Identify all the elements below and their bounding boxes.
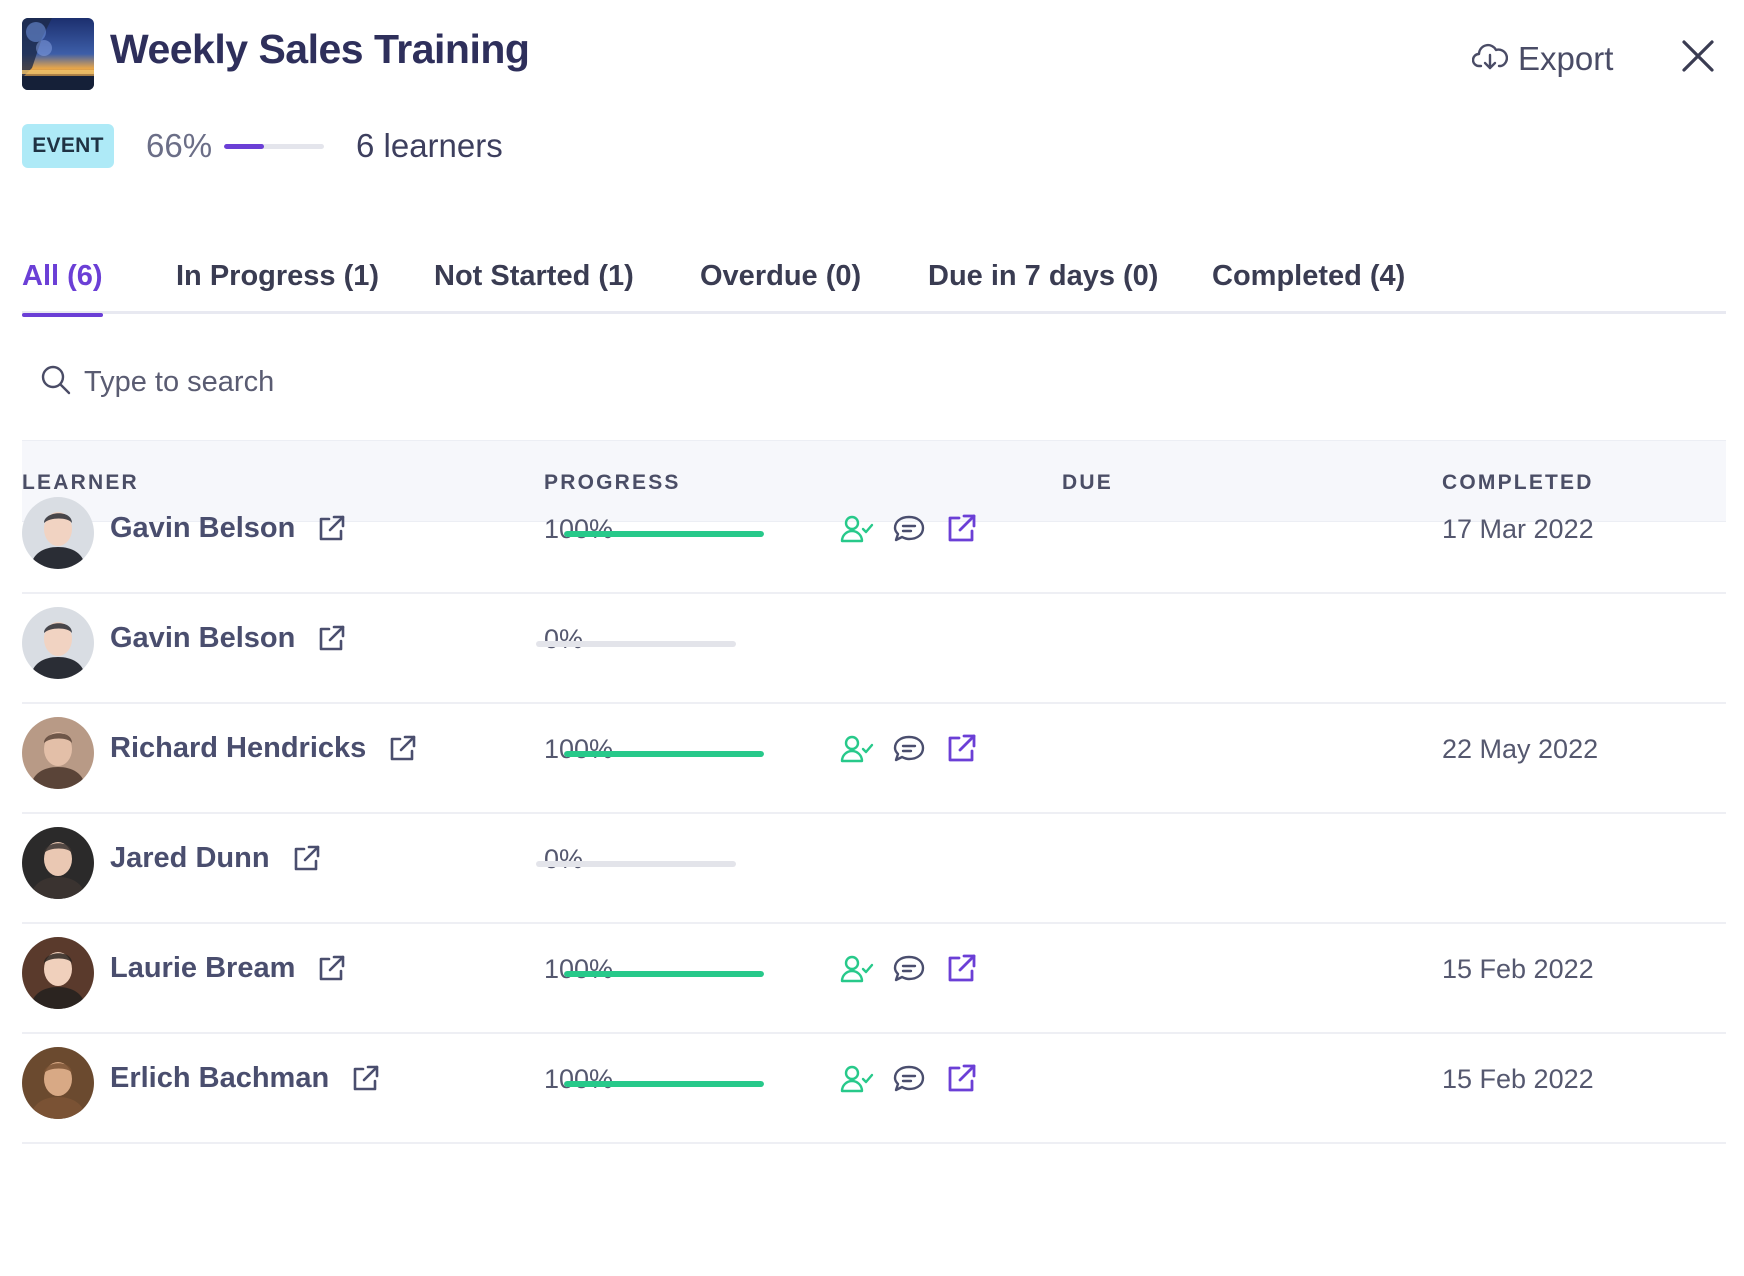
event-thumbnail xyxy=(22,18,94,90)
progress-bar xyxy=(536,861,736,867)
tab-completed[interactable]: Completed (4) xyxy=(1212,260,1406,292)
cloud-download-icon xyxy=(1471,42,1509,77)
external-link-icon[interactable] xyxy=(386,733,418,765)
learner-cell: Gavin Belson xyxy=(110,512,347,545)
learner-name[interactable]: Laurie Bream xyxy=(110,952,296,984)
table-row: Erlich Bachman 100% xyxy=(22,1022,1726,1144)
progress-fill xyxy=(564,971,764,977)
learner-cell: Jared Dunn xyxy=(110,842,322,875)
avatar xyxy=(22,937,94,1009)
learner-cell: Erlich Bachman xyxy=(110,1062,381,1095)
row-actions xyxy=(840,512,978,546)
table-row: Gavin Belson 100% xyxy=(22,472,1726,594)
mark-attended-icon[interactable] xyxy=(840,1062,874,1096)
mark-attended-icon[interactable] xyxy=(840,512,874,546)
avatar xyxy=(22,497,94,569)
row-actions xyxy=(840,952,978,986)
table-row: Jared Dunn 0% xyxy=(22,802,1726,924)
progress-percent: 100% xyxy=(544,734,614,764)
open-details-icon[interactable] xyxy=(944,732,978,766)
mark-attended-icon[interactable] xyxy=(840,732,874,766)
page-title: Weekly Sales Training xyxy=(110,26,530,72)
tab-overdue[interactable]: Overdue (0) xyxy=(700,260,862,292)
external-link-icon[interactable] xyxy=(349,1063,381,1095)
overall-progress-fill xyxy=(224,144,264,149)
progress-percent: 0% xyxy=(544,624,584,654)
row-actions xyxy=(840,732,978,766)
open-details-icon[interactable] xyxy=(944,952,978,986)
completed-date: 15 Feb 2022 xyxy=(1442,1064,1594,1094)
avatar xyxy=(22,717,94,789)
close-button[interactable] xyxy=(1678,36,1718,76)
tab-not-started[interactable]: Not Started (1) xyxy=(434,260,634,292)
avatar xyxy=(22,607,94,679)
learner-name[interactable]: Gavin Belson xyxy=(110,512,296,544)
table-header: LEARNER PROGRESS DUE COMPLETED xyxy=(22,440,1726,522)
column-header-due[interactable]: DUE xyxy=(1062,471,1113,494)
learner-cell: Richard Hendricks xyxy=(110,732,418,765)
external-link-icon[interactable] xyxy=(315,513,347,545)
event-meta: EVENT 66% 6 learners xyxy=(22,124,722,168)
completed-date: 22 May 2022 xyxy=(1442,734,1599,764)
event-type-badge: EVENT xyxy=(22,124,114,168)
progress-fill xyxy=(564,1081,764,1087)
overall-progress-bar xyxy=(224,144,324,149)
column-header-completed[interactable]: COMPLETED xyxy=(1442,471,1594,494)
external-link-icon[interactable] xyxy=(290,843,322,875)
progress-bar xyxy=(564,751,764,757)
search-input[interactable] xyxy=(84,366,604,399)
external-link-icon[interactable] xyxy=(315,953,347,985)
filter-tabs: All (6) In Progress (1) Not Started (1) … xyxy=(22,254,1726,317)
tab-all[interactable]: All (6) xyxy=(22,260,103,317)
table-row: Gavin Belson 0% xyxy=(22,582,1726,704)
learner-name[interactable]: Gavin Belson xyxy=(110,622,296,654)
table-row: Richard Hendricks 100% xyxy=(22,692,1726,814)
progress-bar xyxy=(564,971,764,977)
export-button[interactable]: Export xyxy=(1471,40,1614,78)
search-bar xyxy=(40,364,640,401)
learner-cell: Laurie Bream xyxy=(110,952,347,985)
learner-count: 6 learners xyxy=(356,127,503,164)
close-icon xyxy=(1682,40,1714,72)
avatar xyxy=(22,1047,94,1119)
comment-icon[interactable] xyxy=(892,512,926,546)
learner-name[interactable]: Erlich Bachman xyxy=(110,1062,330,1094)
completed-date: 17 Mar 2022 xyxy=(1442,514,1594,544)
header: Weekly Sales Training Export xyxy=(22,18,1722,94)
progress-bar xyxy=(564,1081,764,1087)
tab-due-in-7-days[interactable]: Due in 7 days (0) xyxy=(928,260,1159,292)
comment-icon[interactable] xyxy=(892,952,926,986)
open-details-icon[interactable] xyxy=(944,512,978,546)
progress-fill xyxy=(564,531,764,537)
column-header-learner[interactable]: LEARNER xyxy=(22,471,139,494)
comment-icon[interactable] xyxy=(892,732,926,766)
overall-progress-text: 66% xyxy=(146,127,213,164)
table-row: Laurie Bream 100% xyxy=(22,912,1726,1034)
external-link-icon[interactable] xyxy=(315,623,347,655)
completed-date: 15 Feb 2022 xyxy=(1442,954,1594,984)
avatar xyxy=(22,827,94,899)
progress-percent: 100% xyxy=(544,1064,614,1094)
row-actions xyxy=(840,1062,978,1096)
learner-cell: Gavin Belson xyxy=(110,622,347,655)
learner-name[interactable]: Jared Dunn xyxy=(110,842,270,874)
search-icon xyxy=(40,364,72,401)
open-details-icon[interactable] xyxy=(944,1062,978,1096)
progress-bar xyxy=(536,641,736,647)
comment-icon[interactable] xyxy=(892,1062,926,1096)
learner-name[interactable]: Richard Hendricks xyxy=(110,732,367,764)
progress-percent: 100% xyxy=(544,954,614,984)
progress-bar xyxy=(564,531,764,537)
mark-attended-icon[interactable] xyxy=(840,952,874,986)
tab-in-progress[interactable]: In Progress (1) xyxy=(176,260,380,292)
progress-fill xyxy=(564,751,764,757)
export-label: Export xyxy=(1518,40,1614,77)
progress-percent: 0% xyxy=(544,844,584,874)
column-header-progress[interactable]: PROGRESS xyxy=(544,471,681,494)
progress-percent: 100% xyxy=(544,514,614,544)
